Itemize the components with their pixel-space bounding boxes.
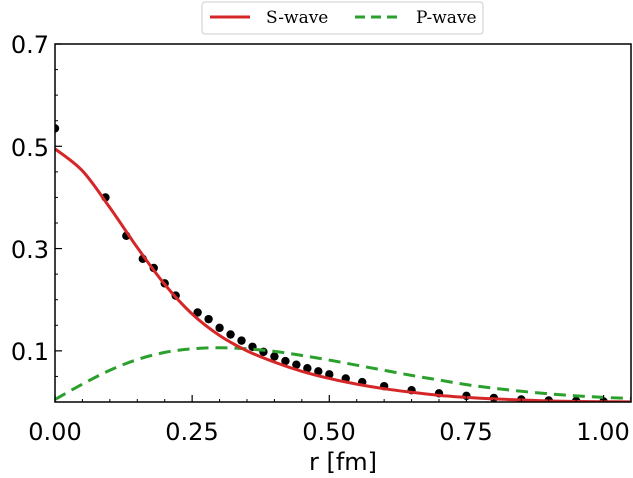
data-point: [281, 356, 290, 366]
data-point: [55, 124, 60, 133]
data-point: [226, 330, 235, 339]
p-wave-line: [55, 346, 631, 401]
axes: [54, 43, 632, 403]
y-tick-label: 0.1: [11, 338, 49, 366]
y-tick-label: 0.7: [11, 31, 49, 59]
legend-box: [201, 1, 484, 35]
data-point: [215, 323, 224, 333]
x-tick-label: 1.00: [576, 418, 629, 446]
x-tick-label: 0.75: [439, 418, 492, 446]
data-point: [270, 352, 279, 361]
y-tick-label: 0.3: [11, 236, 49, 264]
s-wave-line: [55, 147, 631, 402]
plot-frame: [54, 43, 632, 403]
data-point: [314, 367, 323, 376]
ticks: [54, 43, 605, 402]
data-point: [204, 314, 213, 324]
data-point: [292, 360, 301, 369]
y-tick-label: 0.5: [11, 134, 49, 162]
data-point: [193, 308, 202, 317]
legend-s-wave-label: S-wave: [266, 8, 328, 28]
x-tick-label: 0.00: [28, 418, 81, 446]
x-tick-label: 0.50: [302, 418, 355, 446]
legend-p-wave-label: P-wave: [416, 8, 477, 28]
plot-marks: [55, 124, 631, 402]
data-point: [237, 336, 246, 345]
legend: S-wave P-wave: [201, 1, 484, 35]
data-point: [303, 364, 312, 373]
x-axis-title: r [fm]: [309, 448, 377, 476]
data-points-series: [55, 124, 608, 402]
x-tick-label: 0.25: [165, 418, 218, 446]
